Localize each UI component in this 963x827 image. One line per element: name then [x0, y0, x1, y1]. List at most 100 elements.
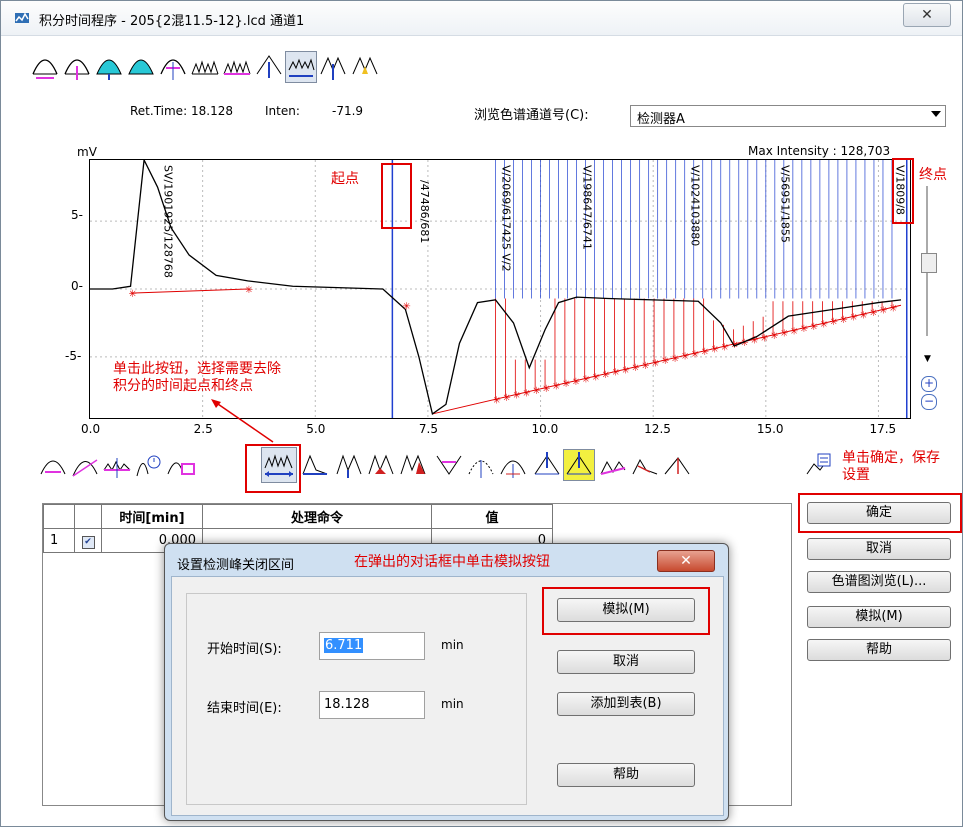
cmd-drift-icon[interactable] [101, 449, 133, 481]
tool-disable-peak-detection-icon[interactable] [285, 51, 317, 83]
header-value[interactable]: 值 [431, 504, 553, 529]
annotation-start: 起点 [331, 171, 359, 187]
start-time-label: 开始时间(S): [207, 642, 282, 657]
x-tick-label: 5.0 [306, 422, 326, 436]
cancel-button[interactable]: 取消 [807, 538, 951, 560]
row-index: 1 [43, 528, 75, 553]
cmd-negative-peak-icon[interactable] [433, 449, 465, 481]
table-header-row: 时间[min] 处理命令 值 [43, 504, 553, 529]
tool-multi-peak-fill-icon[interactable] [221, 51, 253, 83]
scroll-down-arrow-icon[interactable]: ▼ [924, 354, 931, 364]
cmd-peak-top-icon[interactable] [497, 449, 529, 481]
annotation-toolbar-hint: 单击此按钮，选择需要去除 积分的时间起点和终点 [113, 361, 281, 395]
baseline-marker: ✳ [760, 333, 768, 344]
peak-close-interval-dialog: 设置检测峰关闭区间 在弹出的对话框中单击模拟按钮 ✕ 开始时间(S): 6.71… [164, 543, 729, 821]
x-tick-label: 10.0 [531, 422, 559, 436]
chromatogram-plot[interactable]: ✳ ✳ ✳ ✳ ✳ ✳ ✳ ✳ ✳ ✳ ✳ ✳ ✳ ✳ ✳ ✳ ✳ ✳ ✳ ✳ ✳ ✳ ✳ ✳ ✳ ✳ ✳ ✳ ✳ ✳ ✳ ✳ ✳ ✳ ✳ ✳ ✳ ✳ ✳ ✳… [89, 159, 911, 419]
cmd-width-icon[interactable] [37, 449, 69, 481]
baseline-marker: ✳ [810, 322, 818, 333]
peak-label: V/1024103880 [688, 165, 701, 246]
baseline-marker: ✳ [552, 382, 560, 393]
cmd-slope-icon[interactable] [69, 449, 101, 481]
cmd-min-area-icon[interactable] [165, 449, 197, 481]
ok-button[interactable]: 确定 [807, 502, 951, 524]
start-time-input[interactable]: 6.711 [319, 632, 425, 660]
cmd-valley-icon[interactable] [365, 449, 397, 481]
dialog-cancel-button[interactable]: 取消 [557, 650, 695, 674]
baseline-marker: ✳ [621, 365, 629, 376]
tool-multi-peak-icon[interactable] [189, 51, 221, 83]
dialog-simulate-button[interactable]: 模拟(M) [557, 598, 695, 622]
cmd-shoulder-icon[interactable] [397, 449, 429, 481]
cmd-edit-program-icon[interactable] [803, 449, 835, 481]
tool-peak-width-icon[interactable] [29, 51, 61, 83]
zoom-in-icon[interactable]: + [921, 376, 937, 392]
row-checkbox[interactable]: ✔ [74, 528, 102, 553]
ok-highlight-box [798, 493, 962, 533]
cmd-tailing-icon[interactable] [299, 449, 331, 481]
cmd-dashed-peak-icon[interactable] [465, 449, 497, 481]
dialog-add-to-table-button[interactable]: 添加到表(B) [557, 692, 695, 716]
simulate-highlight-box [542, 587, 710, 635]
x-tick-label: 15.0 [756, 422, 784, 436]
tool-slope-icon[interactable] [61, 51, 93, 83]
title-bar: 积分时间程序 - 205{2混11.5-12}.lcd 通道1 ✕ [1, 1, 962, 36]
baseline-marker: ✳ [780, 329, 788, 340]
dialog-title: 设置检测峰关闭区间 [177, 558, 295, 573]
scroll-thumb[interactable] [921, 253, 937, 273]
tool-baseline-icon[interactable] [349, 51, 381, 83]
header-time[interactable]: 时间[min] [101, 504, 203, 529]
header-command[interactable]: 处理命令 [202, 504, 432, 529]
tool-fill-icon[interactable] [125, 51, 157, 83]
baseline-marker: ✳ [671, 354, 679, 365]
x-tick-label: 12.5 [644, 422, 671, 436]
signal-trace [90, 160, 902, 416]
tool-tailing-icon[interactable] [317, 51, 349, 83]
app-icon [15, 12, 29, 23]
baseline-marker: ✳ [512, 391, 520, 402]
baseline-marker: ✳ [889, 303, 897, 314]
cmd-delete-peak-icon[interactable] [563, 449, 595, 481]
baseline-marker: ✳ [790, 326, 798, 337]
baseline-marker: ✳ [502, 393, 510, 404]
toolbar-hint-line2: 积分的时间起点和终点 [113, 378, 253, 394]
baseline-marker: ✳ [820, 319, 828, 330]
hint-arrow [211, 399, 274, 443]
baseline-marker: ✳ [128, 289, 136, 300]
baseline-marker: ✳ [800, 324, 808, 335]
baseline-marker: ✳ [542, 384, 550, 395]
dialog-help-button[interactable]: 帮助 [557, 763, 695, 787]
simulate-button[interactable]: 模拟(M) [807, 606, 951, 628]
dialog-body: 开始时间(S): 6.711 min 结束时间(E): 18.128 min 模… [171, 576, 724, 816]
cmd-baseline-tangent-icon[interactable] [629, 449, 661, 481]
cmd-add-peak-icon[interactable] [531, 449, 563, 481]
chromatogram-browse-button[interactable]: 色谱图浏览(L)... [807, 571, 951, 593]
x-tick-label: 17.5 [869, 422, 897, 436]
tool-min-area-icon[interactable] [157, 51, 189, 83]
end-time-label: 结束时间(E): [207, 701, 282, 716]
cmd-baseline-icon[interactable] [597, 449, 629, 481]
baseline-marker: ✳ [750, 336, 758, 347]
baseline-segment [130, 288, 248, 294]
vertical-scrollbar[interactable]: ▼ + − [921, 186, 939, 416]
cmd-disable-peak-detection-icon[interactable] [261, 447, 297, 483]
tool-area-icon[interactable] [93, 51, 125, 83]
help-button[interactable]: 帮助 [807, 639, 951, 661]
inten-label: Inten: [265, 104, 300, 118]
dialog-close-button[interactable]: ✕ [657, 550, 715, 572]
checkbox-checked-icon[interactable]: ✔ [81, 535, 95, 549]
annotation-dialog-hint: 在弹出的对话框中单击模拟按钮 [354, 554, 550, 570]
chevron-down-icon [931, 111, 941, 117]
ok-hint-line1: 单击确定，保存 [842, 450, 940, 466]
cmd-t-dbl-icon[interactable] [133, 449, 165, 481]
channel-selected: 检测器A [637, 112, 685, 127]
cmd-split-icon[interactable] [333, 449, 365, 481]
zoom-out-icon[interactable]: − [921, 394, 937, 410]
end-time-input[interactable]: 18.128 [319, 691, 425, 719]
start-highlight-box [381, 163, 412, 229]
channel-select[interactable]: 检测器A [630, 105, 946, 127]
tool-split-peak-icon[interactable] [253, 51, 285, 83]
cmd-tail-peak-icon[interactable] [661, 449, 693, 481]
window-close-button[interactable]: ✕ [903, 3, 951, 27]
